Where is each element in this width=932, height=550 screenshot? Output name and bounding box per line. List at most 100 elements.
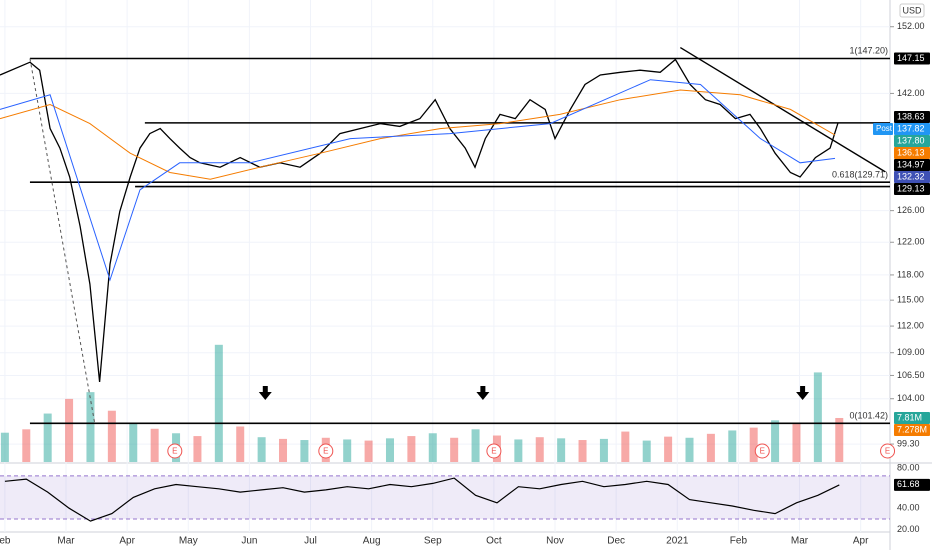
volume-bar	[343, 439, 352, 462]
x-tick-label: eb	[0, 536, 11, 547]
volume-bar	[749, 427, 758, 462]
price-line	[0, 79, 836, 282]
price-label-box	[894, 52, 930, 65]
volume-bar	[107, 410, 116, 462]
price-label-box	[894, 122, 930, 135]
volume-bar	[43, 413, 52, 462]
earnings-label: E	[323, 447, 328, 456]
volume-bar	[129, 422, 138, 462]
volume-label-box	[894, 411, 930, 424]
x-tick-label: Nov	[546, 536, 564, 547]
price-label: 138.63	[897, 111, 925, 121]
earnings-marker	[754, 443, 770, 459]
price-label-box	[894, 110, 930, 123]
x-tick-label: Oct	[486, 536, 502, 547]
volume-bar	[535, 437, 544, 462]
x-tick-label: Sep	[424, 536, 442, 547]
volume-bar	[450, 437, 459, 462]
rsi-label-box	[894, 478, 930, 491]
volume-bar	[279, 438, 288, 462]
post-box	[873, 122, 893, 135]
volume-bar	[792, 423, 801, 462]
x-tick-label: May	[179, 536, 198, 547]
earnings-label: E	[491, 447, 496, 456]
earnings-marker	[318, 443, 334, 459]
price-label-box	[894, 134, 930, 147]
dashed-line	[29, 58, 96, 424]
y-tick-label: 106.50	[897, 370, 925, 380]
price-label-box	[894, 158, 930, 171]
volume-bar	[771, 420, 780, 462]
price-label: 136.13	[897, 147, 925, 157]
x-tick-label: Mar	[791, 536, 809, 547]
volume-bar	[385, 438, 394, 462]
volume-label: 7.278M	[897, 424, 927, 434]
volume-label: 7.81M	[897, 412, 922, 422]
x-tick-label: Aug	[363, 536, 381, 547]
y-tick-label: 109.00	[897, 347, 925, 357]
volume-bar	[621, 431, 630, 462]
price-label-box	[894, 146, 930, 159]
rsi-label: 61.68	[897, 479, 920, 489]
volume-bar	[685, 437, 694, 462]
price-label-box	[894, 170, 930, 183]
earnings-marker	[167, 443, 183, 459]
volume-bar	[578, 440, 587, 462]
y-tick-label: 152.00	[897, 21, 925, 31]
y-tick-label: 142.00	[897, 88, 925, 98]
volume-bar	[257, 437, 266, 462]
volume-bar	[300, 440, 309, 462]
price-line	[0, 89, 836, 180]
volume-bar	[364, 440, 373, 462]
volume-bar	[599, 438, 608, 462]
x-tick-label: Mar	[57, 536, 75, 547]
x-tick-label: Dec	[607, 536, 625, 547]
volume-bar	[193, 436, 202, 462]
earnings-marker	[880, 443, 896, 459]
rsi-tick-label: 80.00	[897, 462, 920, 472]
volume-bar	[835, 417, 844, 462]
volume-bar	[236, 426, 245, 462]
volume-bar	[22, 429, 31, 462]
x-tick-label: Apr	[853, 536, 869, 547]
y-tick-label: 126.00	[897, 205, 925, 215]
x-tick-label: Apr	[119, 536, 135, 547]
rsi-tick-label: 40.00	[897, 503, 920, 513]
price-label: 132.32	[897, 171, 925, 181]
currency-box	[899, 3, 925, 18]
volume-bar	[214, 344, 223, 462]
earnings-label: E	[172, 447, 177, 456]
x-tick-label: Jun	[241, 536, 257, 547]
arrow	[796, 386, 810, 400]
price-label: 137.80	[897, 135, 925, 145]
earnings-label: E	[760, 447, 765, 456]
y-tick-label: 99.30	[897, 438, 920, 448]
volume-bar	[664, 436, 673, 462]
earnings-marker	[486, 443, 502, 459]
x-tick-label: 2021	[666, 536, 689, 547]
arrow	[476, 386, 490, 400]
volume-bar	[728, 430, 737, 462]
y-tick-label: 118.00	[897, 269, 924, 279]
fib-label: 1(147.20)	[849, 46, 888, 56]
rsi-band	[0, 475, 890, 519]
volume-bar	[0, 432, 9, 462]
price-label: 129.13	[897, 183, 925, 193]
volume-bar	[65, 398, 74, 462]
post-label: Post	[876, 124, 893, 133]
x-tick-label: Jul	[304, 536, 317, 547]
fib-label: 0.618(129.71)	[832, 170, 888, 180]
x-tick-label: Feb	[730, 536, 748, 547]
trendline	[679, 46, 886, 173]
y-tick-label: 115.00	[897, 295, 924, 305]
volume-bar	[813, 372, 822, 462]
volume-bar	[86, 392, 95, 462]
price-label: 137.82	[897, 123, 925, 133]
y-tick-label: 112.00	[897, 320, 924, 330]
volume-bar	[150, 428, 159, 462]
price-label: 134.97	[897, 159, 925, 169]
volume-bar	[428, 433, 437, 462]
price-line	[0, 58, 839, 382]
price-label: 147.15	[897, 53, 925, 63]
rsi-line	[4, 477, 840, 522]
